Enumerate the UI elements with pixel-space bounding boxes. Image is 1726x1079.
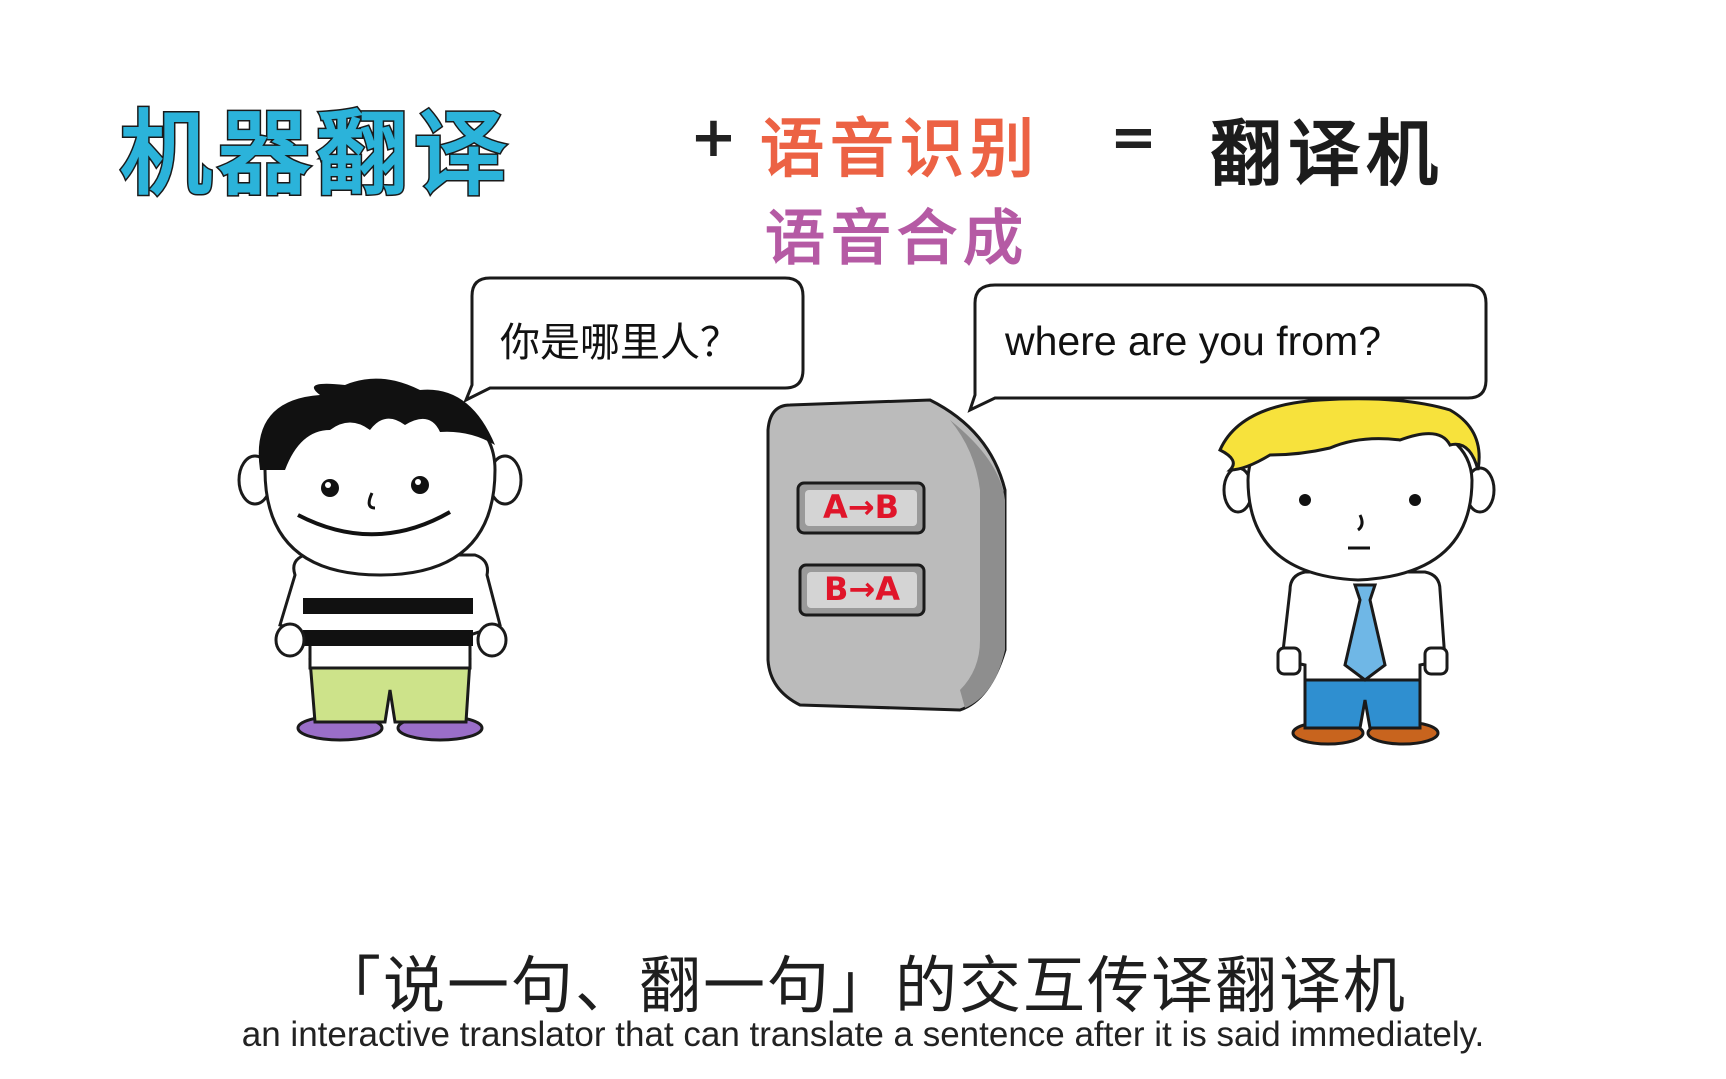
translator-device — [766, 398, 1007, 712]
title-equals-sign: = — [1110, 105, 1163, 170]
english-man-character — [1218, 397, 1496, 746]
chinese-question-text: 你是哪里人？ — [500, 320, 740, 366]
chinese-boy-character — [237, 378, 523, 742]
title-plus-sign: + — [690, 105, 743, 170]
title-machine-translation: 机器翻译 — [118, 100, 513, 210]
ba-button-label: B→A — [824, 570, 900, 608]
title-speech-synthesis: 语音合成 — [765, 204, 1029, 274]
title-result-translator: 翻译机 — [1210, 112, 1445, 196]
ab-button-label: A→B — [823, 488, 899, 526]
english-question-text: where are you from? — [1005, 318, 1382, 364]
caption-chinese: 「说一句、翻一句」的交互传译翻译机 — [318, 949, 1407, 1022]
caption-english: an interactive translator that can trans… — [241, 1015, 1485, 1054]
title-speech-recognition: 语音识别 — [760, 113, 1040, 187]
speech-bubble-english — [967, 283, 1488, 413]
speech-bubble-chinese — [463, 276, 805, 404]
